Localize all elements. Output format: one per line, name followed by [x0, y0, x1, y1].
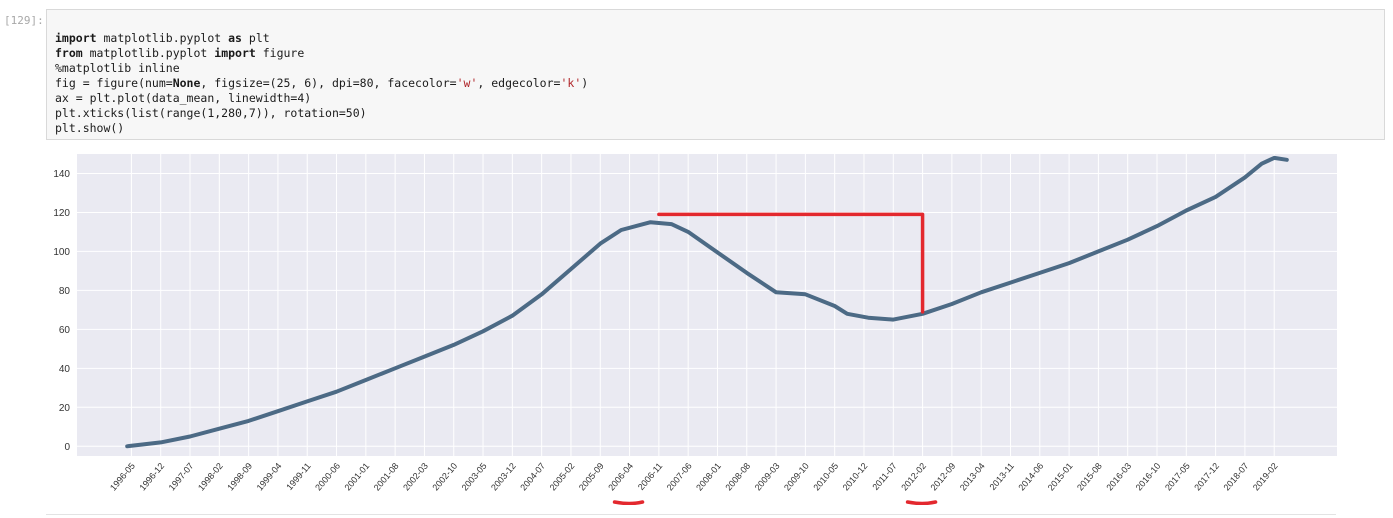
code-string: 'k' — [560, 76, 581, 90]
code-line: fig = figure(num=None, figsize=(25, 6), … — [55, 76, 588, 90]
code-keyword: from — [55, 46, 83, 60]
code-token: plt — [242, 31, 270, 45]
x-tick-label: 2009-10 — [782, 461, 811, 493]
code-line: import matplotlib.pyplot as plt — [55, 31, 270, 45]
x-tick-label: 2013-11 — [988, 461, 1016, 492]
y-tick-label: 140 — [53, 169, 70, 180]
code-keyword: import — [214, 46, 256, 60]
code-token: matplotlib.pyplot — [97, 31, 229, 45]
x-tick-label: 2013-04 — [958, 461, 987, 493]
code-token: ax = plt.plot(data_mean, linewidth=4) — [55, 91, 311, 105]
code-token: , edgecolor= — [477, 76, 560, 90]
x-tick-label: 2002-10 — [430, 461, 459, 493]
x-tick-label: 1998-02 — [196, 461, 225, 493]
code-token: matplotlib.pyplot — [83, 46, 215, 60]
code-token: fig = figure(num= — [55, 76, 173, 90]
output-divider — [46, 514, 1336, 515]
x-tick-label: 1996-05 — [108, 461, 137, 493]
x-tick-label: 2001-01 — [342, 461, 371, 493]
code-line: %matplotlib inline — [55, 61, 180, 75]
x-tick-label: 2006-04 — [606, 461, 635, 493]
plot-background — [77, 154, 1337, 456]
code-keyword: as — [228, 31, 242, 45]
code-keyword: import — [55, 31, 97, 45]
x-tick-label: 1999-11 — [284, 461, 312, 492]
x-tick-label: 2007-06 — [665, 461, 694, 493]
x-tick-label: 2016-03 — [1104, 461, 1133, 493]
x-tick-label: 2010-05 — [811, 461, 840, 493]
y-tick-label: 80 — [59, 286, 71, 297]
x-tick-label: 2003-05 — [460, 461, 489, 493]
x-tick-label: 2006-11 — [636, 461, 664, 492]
x-tick-label: 2019-02 — [1251, 461, 1280, 493]
cell-prompt: [129]: — [4, 14, 44, 27]
y-tick-label: 40 — [59, 364, 71, 375]
code-keyword: None — [173, 76, 201, 90]
cell-output: 0 20 40 60 80 100 120 140 1996-05 1996-12 1997-07 1… — [46, 150, 1386, 505]
x-tick-label: 2012-09 — [929, 461, 958, 493]
y-tick-label: 100 — [53, 247, 70, 258]
x-tick-label: 1998-09 — [225, 461, 254, 493]
code-token: figure — [256, 46, 304, 60]
code-token: plt.show() — [55, 121, 124, 135]
x-tick-label: 2001-08 — [372, 461, 401, 493]
code-string: 'w' — [457, 76, 478, 90]
x-tick-label: 2004-07 — [518, 461, 547, 493]
x-tick-label: 1997-07 — [167, 461, 196, 493]
x-tick-label: 2010-12 — [841, 461, 870, 493]
x-tick-label: 2017-12 — [1192, 461, 1221, 493]
x-tick-label: 2009-03 — [753, 461, 782, 493]
code-line: from matplotlib.pyplot import figure — [55, 46, 304, 60]
x-tick-label: 2000-06 — [313, 461, 342, 493]
y-tick-label: 120 — [53, 208, 70, 219]
x-tick-label: 2005-09 — [577, 461, 606, 493]
x-tick-label: 2005-02 — [548, 461, 577, 493]
code-line: plt.xticks(list(range(1,280,7)), rotatio… — [55, 106, 367, 120]
y-tick-label: 60 — [59, 325, 71, 336]
x-tick-label: 2018-07 — [1222, 461, 1251, 493]
x-tick-label: 2002-03 — [401, 461, 430, 493]
x-tick-label: 2012-02 — [899, 461, 928, 493]
x-tick-label: 2017-05 — [1163, 461, 1192, 493]
y-tick-label: 20 — [59, 403, 71, 414]
code-editor[interactable]: import matplotlib.pyplot as plt from mat… — [55, 31, 588, 136]
x-tick-label: 2011-07 — [870, 461, 898, 492]
x-tick-label: 2015-08 — [1075, 461, 1104, 493]
code-token: %matplotlib inline — [55, 61, 180, 75]
x-tick-label: 1999-04 — [255, 461, 284, 493]
code-token: ) — [581, 76, 588, 90]
x-tick-label: 1996-12 — [137, 461, 166, 493]
code-line: ax = plt.plot(data_mean, linewidth=4) — [55, 91, 311, 105]
x-tick-label: 2015-01 — [1046, 461, 1075, 493]
y-tick-label: 0 — [64, 442, 70, 453]
x-tick-label: 2008-08 — [723, 461, 752, 493]
x-tick-label: 2008-01 — [694, 461, 723, 493]
x-tick-label: 2003-12 — [489, 461, 518, 493]
x-tick-label: 2016-10 — [1134, 461, 1163, 493]
code-token: plt.xticks(list(range(1,280,7)), rotatio… — [55, 106, 367, 120]
code-line: plt.show() — [55, 121, 124, 135]
x-tick-label: 2014-06 — [1016, 461, 1045, 493]
code-cell[interactable]: import matplotlib.pyplot as plt from mat… — [46, 9, 1385, 140]
red-annotation-underline — [615, 502, 643, 504]
code-token: , figsize=(25, 6), dpi=80, facecolor= — [200, 76, 456, 90]
red-annotation-underline — [908, 502, 936, 504]
